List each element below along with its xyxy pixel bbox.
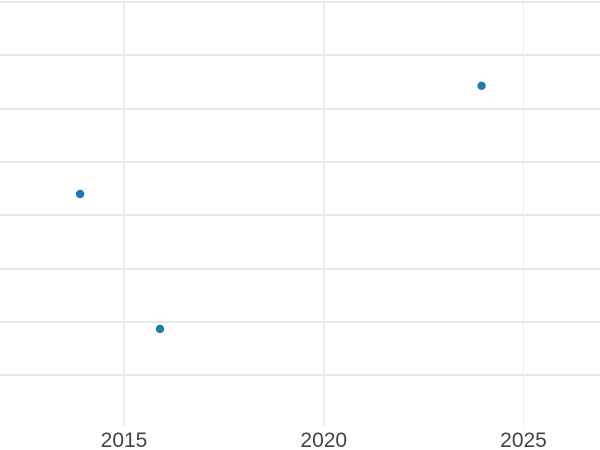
gridline-horizontal [0,214,600,217]
gridline-horizontal [0,54,600,57]
x-tick-label: 2025 [500,429,547,450]
x-tick-label: 2020 [300,429,348,450]
gridline-vertical [522,0,525,426]
x-tick-label: 2015 [100,429,148,450]
gridline-horizontal [0,1,600,3]
data-point [155,324,165,334]
data-point [477,81,486,91]
gridline-horizontal [0,107,600,110]
gridline-vertical [123,0,125,426]
data-point [75,189,85,199]
gridline-horizontal [0,320,600,323]
gridline-horizontal [0,267,600,270]
gridline-horizontal [0,374,600,377]
gridline-horizontal [0,160,600,163]
gridline-vertical [323,0,325,426]
